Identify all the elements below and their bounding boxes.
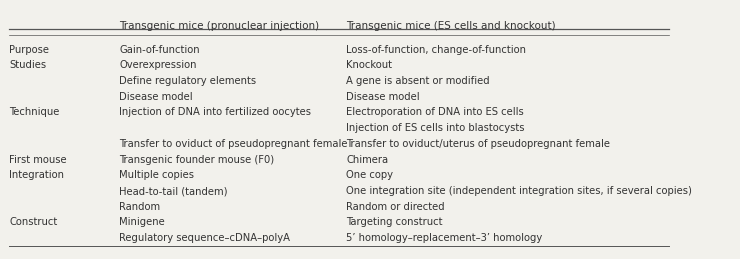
Text: Knockout: Knockout (346, 60, 392, 70)
Text: Purpose: Purpose (10, 45, 50, 55)
Text: Disease model: Disease model (119, 92, 193, 102)
Text: A gene is absent or modified: A gene is absent or modified (346, 76, 490, 86)
Text: Loss-of-function, change-of-function: Loss-of-function, change-of-function (346, 45, 526, 55)
Text: Overexpression: Overexpression (119, 60, 197, 70)
Text: Regulatory sequence–cDNA–polyA: Regulatory sequence–cDNA–polyA (119, 233, 291, 243)
Text: Integration: Integration (10, 170, 64, 180)
Text: Random or directed: Random or directed (346, 202, 445, 212)
Text: Transfer to oviduct of pseudopregnant female: Transfer to oviduct of pseudopregnant fe… (119, 139, 348, 149)
Text: Studies: Studies (10, 60, 47, 70)
Text: Injection of ES cells into blastocysts: Injection of ES cells into blastocysts (346, 123, 525, 133)
Text: Chimera: Chimera (346, 155, 388, 164)
Text: Head-to-tail (tandem): Head-to-tail (tandem) (119, 186, 228, 196)
Text: Transgenic mice (ES cells and knockout): Transgenic mice (ES cells and knockout) (346, 20, 556, 31)
Text: Transfer to oviduct/uterus of pseudopregnant female: Transfer to oviduct/uterus of pseudopreg… (346, 139, 610, 149)
Text: First mouse: First mouse (10, 155, 67, 164)
Text: Gain-of-function: Gain-of-function (119, 45, 200, 55)
Text: Minigene: Minigene (119, 218, 165, 227)
Text: One integration site (independent integration sites, if several copies): One integration site (independent integr… (346, 186, 692, 196)
Text: Electroporation of DNA into ES cells: Electroporation of DNA into ES cells (346, 107, 524, 117)
Text: Injection of DNA into fertilized oocytes: Injection of DNA into fertilized oocytes (119, 107, 312, 117)
Text: Technique: Technique (10, 107, 60, 117)
Text: Random: Random (119, 202, 161, 212)
Text: Targeting construct: Targeting construct (346, 218, 443, 227)
Text: 5’ homology–replacement–3’ homology: 5’ homology–replacement–3’ homology (346, 233, 542, 243)
Text: Define regulatory elements: Define regulatory elements (119, 76, 257, 86)
Text: Transgenic mice (pronuclear injection): Transgenic mice (pronuclear injection) (119, 20, 320, 31)
Text: Multiple copies: Multiple copies (119, 170, 195, 180)
Text: Disease model: Disease model (346, 92, 420, 102)
Text: Construct: Construct (10, 218, 58, 227)
Text: One copy: One copy (346, 170, 393, 180)
Text: Transgenic founder mouse (F0): Transgenic founder mouse (F0) (119, 155, 275, 164)
